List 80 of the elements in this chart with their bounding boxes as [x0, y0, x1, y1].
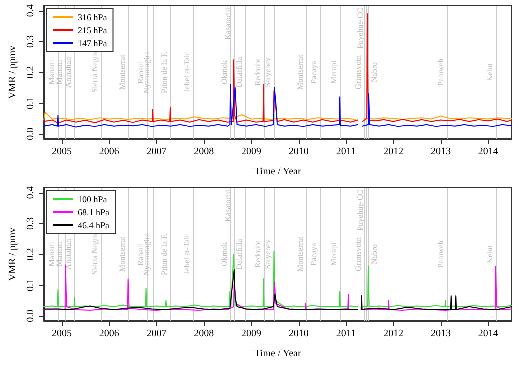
ref-line-label: Puyehue-CC: [356, 8, 366, 49]
ref-line-label: Dalaffilla: [234, 238, 244, 270]
x-tick-label: 2014: [478, 328, 498, 340]
y-tick-label: 0.2: [26, 66, 36, 79]
ref-line-label: Montserrat: [296, 236, 305, 272]
x-tick-label: 2006: [99, 328, 120, 340]
ref-line-label: Nabro: [370, 62, 379, 82]
y-tick-label: 0.3: [26, 217, 36, 230]
ref-line-label: Nabro: [370, 244, 379, 264]
x-tick-label: 2013: [430, 328, 451, 340]
ref-line-label: Montserrat: [118, 236, 127, 272]
x-tick-label: 2009: [241, 328, 262, 340]
ref-line-label: Sarychev: [264, 240, 273, 270]
ref-line-label: Pacaya: [310, 60, 319, 84]
legend-label: 46.4 hPa: [78, 220, 110, 230]
x-tick-label: 2012: [384, 146, 404, 158]
x-tick-label: 2011: [336, 328, 356, 340]
ref-line-label: Okmok: [220, 60, 230, 84]
ref-line-label: Montserrat: [118, 54, 127, 90]
ref-line-label: Kasatochi: [223, 7, 232, 40]
ref-line-label: Merapi: [330, 242, 339, 266]
x-tick-label: 2007: [146, 146, 167, 158]
x-axis-title: Time / Year: [254, 166, 302, 178]
ref-line-label: Sarychev: [264, 58, 273, 88]
x-tick-label: 2009: [241, 146, 262, 158]
ref-line-label: Puyehue-CC: [356, 190, 366, 231]
ref-line-label: Anatahan: [64, 57, 73, 88]
ref-line-label: Merapi: [330, 60, 339, 84]
ref-line-label: Sierra Negra: [90, 234, 100, 275]
y-tick-label: 0.2: [26, 248, 36, 261]
ref-line-label: Pacaya: [310, 242, 319, 266]
x-axis-title: Time / Year: [254, 348, 302, 360]
y-tick-label: 0.0: [26, 128, 36, 140]
legend-label: 147 hPa: [78, 38, 108, 48]
ref-line-label: Grimsvotn: [354, 237, 364, 272]
ref-line-label: Grimsvotn: [354, 55, 364, 90]
ref-line-label: Dalaffilla: [234, 56, 244, 88]
ref-line-label: Paluweh: [436, 240, 446, 268]
ref-line-label: Jebel at-Tair: [182, 52, 192, 92]
x-tick-label: 2011: [336, 146, 356, 158]
ref-line-label: Piton de la F.: [160, 233, 169, 276]
legend-label: 100 hPa: [78, 194, 108, 204]
ref-line-label: Manam: [48, 60, 57, 85]
ref-line-label: Manam: [48, 242, 57, 267]
y-tick-label: 0.4: [26, 4, 36, 18]
x-tick-label: 2014: [478, 146, 498, 158]
ref-line-label: Okmok: [220, 242, 230, 266]
ref-line-label: Jebel at-Tair: [182, 234, 192, 274]
y-tick-label: 0.0: [26, 310, 36, 322]
ref-line-label: Paluweh: [436, 58, 446, 86]
ref-line-label: Redoubt: [253, 58, 262, 86]
x-tick-label: 2012: [384, 328, 404, 340]
ref-line-label: Piton de la F.: [160, 51, 169, 94]
y-axis-title: VMR / ppmv: [8, 46, 18, 100]
x-tick-label: 2006: [99, 146, 120, 158]
ref-line-label: Kasatochi: [223, 189, 232, 222]
x-tick-label: 2005: [52, 146, 72, 158]
ref-line-label: Anatahan: [64, 239, 73, 270]
ref-line-label: Sierra Negra: [90, 52, 100, 93]
y-tick-label: 0.4: [26, 186, 36, 200]
x-tick-label: 2010: [288, 328, 309, 340]
ref-line-label: Manam: [54, 242, 64, 267]
legend-label: 316 hPa: [78, 12, 108, 22]
x-tick-label: 2008: [194, 328, 214, 340]
x-tick-label: 2007: [146, 328, 167, 340]
x-tick-label: 2013: [430, 146, 451, 158]
ref-line-label: Redoubt: [253, 240, 262, 268]
y-axis-title: VMR / ppmv: [8, 228, 18, 282]
y-tick-label: 0.3: [26, 35, 36, 48]
x-tick-label: 2008: [194, 146, 214, 158]
ref-line-label: Montserrat: [296, 54, 305, 90]
legend-label: 215 hPa: [78, 26, 108, 36]
x-tick-label: 2005: [52, 328, 72, 340]
ref-line-label: Kelut: [485, 244, 494, 264]
ref-line-label: Kelut: [485, 62, 494, 82]
ref-line-label: Manam: [54, 60, 64, 85]
y-tick-label: 0.1: [26, 97, 36, 110]
x-tick-label: 2010: [288, 146, 309, 158]
y-tick-label: 0.1: [26, 279, 36, 292]
legend-label: 68.1 hPa: [78, 208, 110, 218]
